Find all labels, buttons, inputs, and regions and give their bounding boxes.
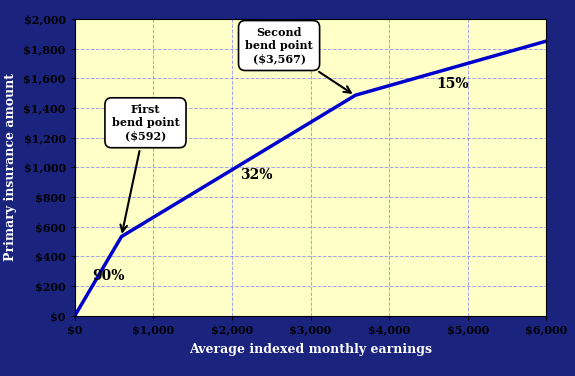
Text: 90%: 90%: [92, 269, 125, 283]
Text: 15%: 15%: [436, 77, 469, 91]
Text: 32%: 32%: [240, 168, 273, 182]
Text: Second
bend point
($3,567): Second bend point ($3,567): [245, 27, 351, 93]
X-axis label: Average indexed monthly earnings: Average indexed monthly earnings: [189, 343, 432, 356]
Y-axis label: Primary insurance amount: Primary insurance amount: [3, 73, 17, 261]
Text: First
bend point
($592): First bend point ($592): [112, 105, 179, 232]
